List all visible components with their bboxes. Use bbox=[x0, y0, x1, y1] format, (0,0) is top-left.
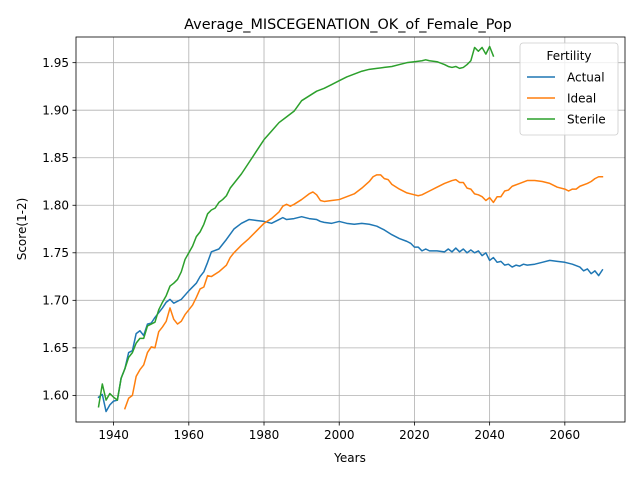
series-line-ideal bbox=[123, 174, 604, 410]
x-tick-label: 1980 bbox=[249, 428, 280, 442]
y-tick-label: 1.95 bbox=[42, 56, 69, 70]
x-tick-label: 2000 bbox=[324, 428, 355, 442]
legend-items: Actual Ideal Sterile bbox=[527, 70, 606, 126]
series-line-actual bbox=[97, 215, 604, 413]
legend: Fertility Actual Ideal Sterile bbox=[519, 42, 619, 136]
x-tick-label: 1960 bbox=[174, 428, 205, 442]
legend-label-actual: Actual bbox=[567, 70, 605, 84]
legend-label-sterile: Sterile bbox=[567, 112, 606, 126]
y-tick-label: 1.65 bbox=[42, 341, 69, 355]
y-tick-label: 1.85 bbox=[42, 151, 69, 165]
y-axis-label: Score(1-2) bbox=[15, 198, 29, 261]
plot-frame bbox=[75, 36, 626, 423]
y-tick-label: 1.60 bbox=[42, 389, 69, 403]
x-tick-label: 1940 bbox=[98, 428, 129, 442]
chart-title: Average_MISCEGENATION_OK_of_Female_Pop bbox=[184, 17, 512, 33]
y-tick-label: 1.90 bbox=[42, 103, 69, 117]
y-tick-label: 1.80 bbox=[42, 199, 69, 213]
axis-ticks: 1940 1960 1980 2000 2020 2040 2060 1.60 1.65 1.70… bbox=[42, 56, 580, 442]
series-line-sterile bbox=[97, 45, 495, 408]
legend-label-ideal: Ideal bbox=[567, 91, 596, 105]
y-tick-label: 1.75 bbox=[42, 246, 69, 260]
series-lines bbox=[97, 45, 604, 413]
legend-title: Fertility bbox=[546, 49, 591, 63]
x-tick-label: 2060 bbox=[550, 428, 581, 442]
x-tick-label: 2040 bbox=[474, 428, 505, 442]
x-axis-label: Years bbox=[333, 451, 366, 465]
y-tick-label: 1.70 bbox=[42, 294, 69, 308]
legend-box bbox=[519, 42, 619, 136]
x-tick-label: 2020 bbox=[399, 428, 430, 442]
